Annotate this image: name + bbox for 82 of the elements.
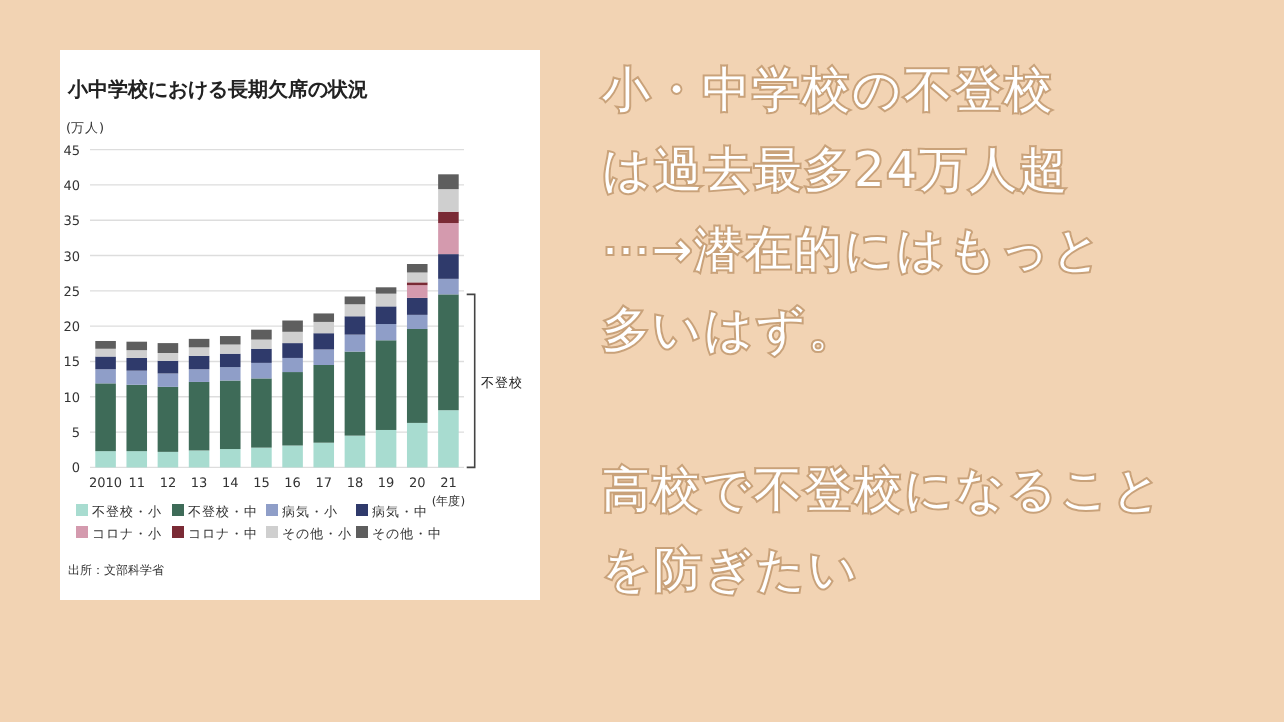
bar [219,380,241,450]
bar [188,355,210,370]
bar [282,357,303,373]
bar [126,357,148,371]
bar [344,316,366,335]
bar [219,336,241,345]
bar [251,447,272,468]
bar [438,278,459,295]
bar [282,372,303,446]
bar [438,174,459,190]
bar [219,449,241,468]
bar [251,329,272,340]
bar [188,347,210,356]
bar [219,344,241,354]
text: は過去最多24万人超 [602,142,1070,198]
bar [375,340,397,430]
bar [95,348,116,357]
bar [313,333,335,350]
bar [313,321,335,334]
bar [313,349,335,365]
bar [344,351,366,436]
text: を防ぎたい [602,542,860,598]
bar [251,339,272,349]
bar [126,341,148,351]
bar [375,324,397,341]
bar [375,306,397,325]
bar [313,365,335,443]
bar [438,254,459,279]
bar [157,386,179,452]
bar [406,314,428,329]
bar [219,353,241,368]
bar [406,328,428,423]
bar [344,435,366,468]
bar [438,189,459,212]
bar [375,287,397,294]
bar [95,340,116,349]
text: ⋯→潜在的にはもっと [602,222,1105,278]
bar [95,451,116,468]
bar [251,348,272,363]
bar [406,422,428,468]
bar [282,445,303,468]
bar [313,313,335,322]
bar [406,264,428,273]
text: 多いはず。 [602,302,858,358]
bar [406,285,428,298]
bar [438,211,459,224]
bar [157,352,179,361]
bar [188,369,210,382]
bar [344,334,366,352]
bar [188,381,210,451]
bar [219,367,241,381]
chart-title: 小中学校における長期欠席の状況 [66,78,368,102]
bar [406,297,428,315]
bar [126,451,148,468]
bar [95,383,116,452]
bar [282,343,303,358]
bar [282,331,303,344]
bar [344,304,366,317]
bar [126,350,148,358]
bar [438,410,459,468]
bar [188,338,210,348]
bar [157,373,179,387]
bar [157,360,179,374]
bar [406,272,428,283]
bar [251,378,272,448]
bar [438,223,459,255]
bar [251,362,272,379]
bar [438,294,459,411]
text: 高校で不登校になること [602,462,1164,518]
bar [95,369,116,384]
bar [126,370,148,385]
bar [157,343,179,353]
bar [126,384,148,452]
bar [375,293,397,307]
text: 小・中学校の不登校 [602,62,1054,118]
bar [344,296,366,305]
bar [188,450,210,468]
bar [375,429,397,468]
bar [95,356,116,370]
bar [282,320,303,332]
bar [157,451,179,468]
bar [313,442,335,468]
